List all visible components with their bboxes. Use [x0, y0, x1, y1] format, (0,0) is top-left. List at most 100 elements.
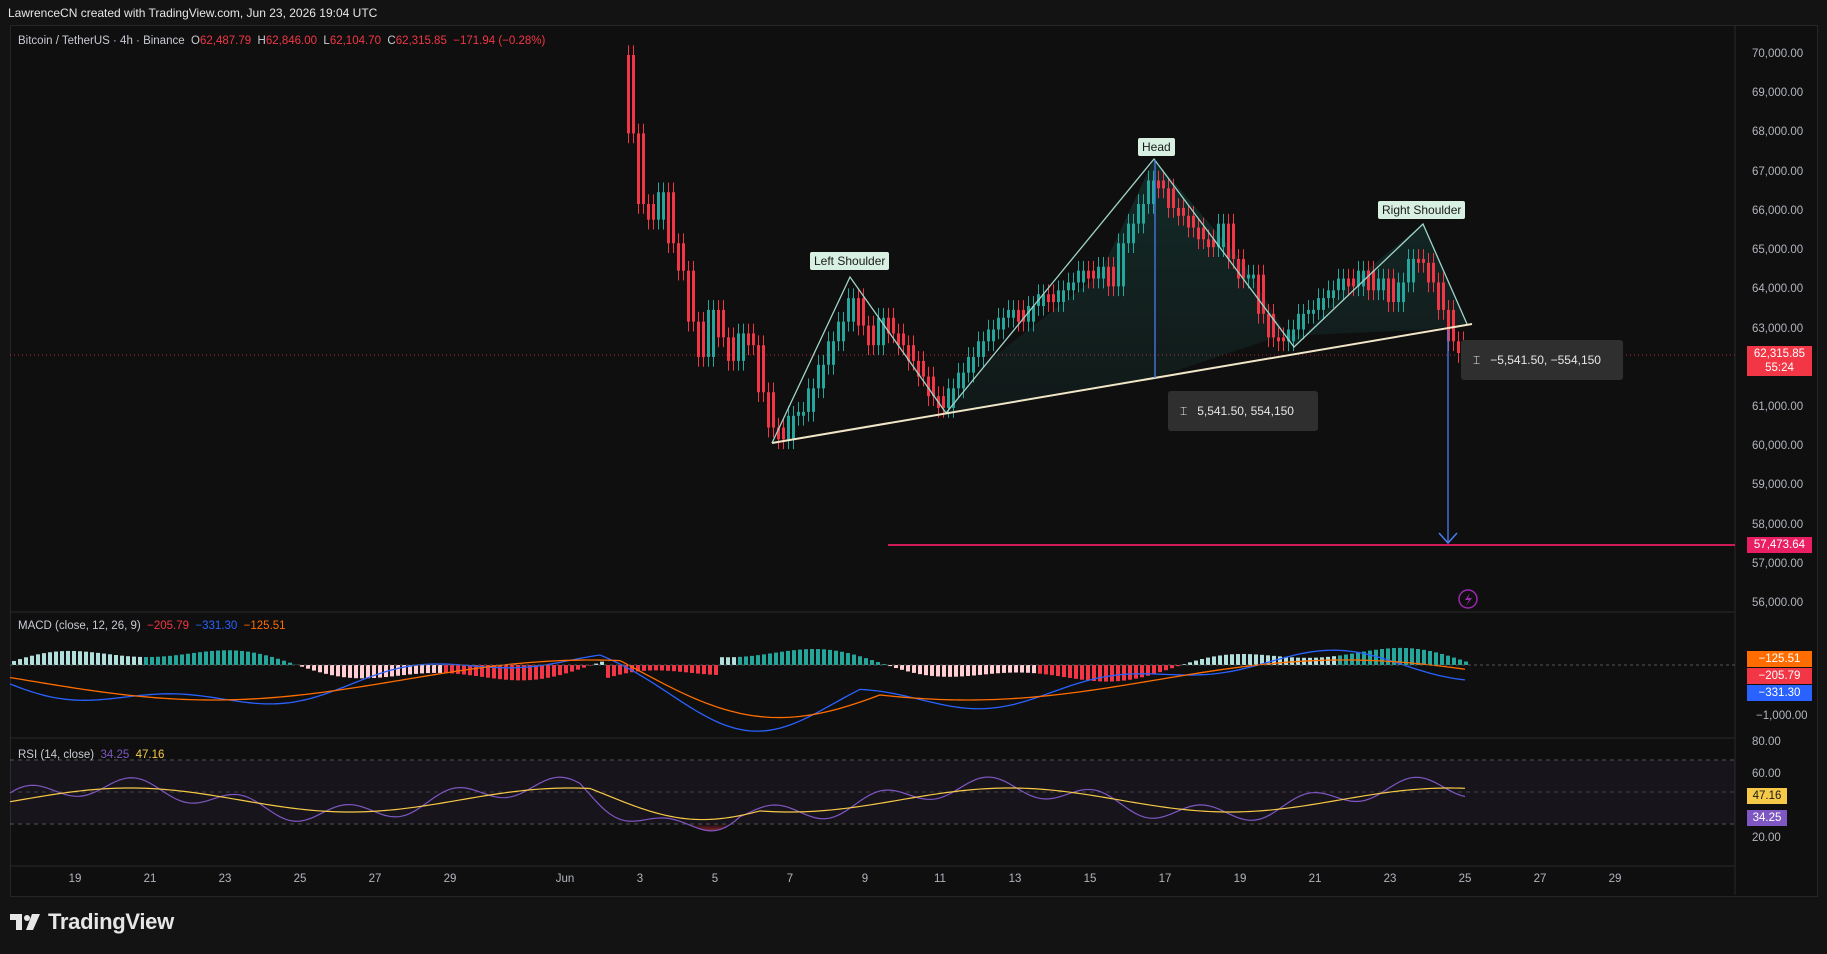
- candle-body: [1372, 270, 1375, 291]
- candle-body: [1447, 309, 1450, 342]
- measure-tooltip-down[interactable]: ⌶ −5,541.50, −554,150: [1461, 340, 1623, 380]
- candle-body: [1042, 294, 1045, 306]
- candle-body: [1427, 262, 1430, 283]
- macd-histogram-bar: [330, 665, 334, 676]
- measure-tooltip-up[interactable]: ⌶ 5,541.50, 554,150: [1168, 391, 1318, 431]
- macd-histogram-bar: [1440, 653, 1444, 665]
- macd-histogram-bar: [1434, 652, 1438, 665]
- head-label[interactable]: Head: [1138, 138, 1175, 156]
- macd-histogram-bar: [486, 665, 490, 678]
- candle-body: [747, 333, 750, 346]
- macd-histogram-bar: [882, 664, 886, 665]
- macd-histogram-bar: [174, 655, 178, 665]
- candle-body: [652, 204, 655, 220]
- time-axis-tick: 5: [711, 873, 719, 885]
- price-axis-tick: 63,000.00: [1752, 322, 1804, 335]
- macd-histogram-bar: [990, 665, 994, 674]
- change-value: −171.94 (−0.28%): [453, 35, 546, 47]
- price-axis-tick: 58,000.00: [1752, 518, 1804, 531]
- macd-histogram-bar: [1128, 665, 1132, 680]
- macd-histogram-bar: [216, 650, 220, 665]
- time-axis-tick: 27: [1533, 873, 1547, 885]
- macd-histogram-bar: [468, 665, 472, 676]
- candle-body: [1352, 278, 1355, 287]
- macd-histogram-bar: [396, 665, 400, 676]
- macd-histogram-bar: [984, 665, 988, 675]
- tradingview-logo-icon: [10, 914, 40, 930]
- macd-histogram-bar: [966, 665, 970, 676]
- rsi-ma-line: [9, 787, 1466, 821]
- macd-histogram-bar: [864, 658, 868, 665]
- macd-histogram-bar: [588, 665, 592, 666]
- macd-histogram-bar: [78, 651, 82, 665]
- brand-bar[interactable]: TradingView: [10, 904, 174, 940]
- macd-histogram-bar: [438, 665, 442, 673]
- candle-body: [982, 341, 985, 357]
- macd-histogram-bar: [48, 652, 52, 665]
- time-axis-tick: 23: [218, 873, 232, 885]
- macd-histogram-bar: [666, 665, 670, 671]
- candle-body: [977, 341, 980, 357]
- rsi-ma-badge: 47.16: [1747, 788, 1787, 804]
- candle-body: [1407, 258, 1410, 283]
- candle-body: [1432, 262, 1435, 283]
- macd-histogram-bar: [912, 665, 916, 673]
- lightning-icon[interactable]: [1458, 589, 1478, 609]
- open-label: O: [191, 35, 200, 47]
- candle-body: [1017, 309, 1020, 322]
- neckline[interactable]: [771, 323, 1473, 444]
- candle-body: [1157, 180, 1160, 189]
- candle-body: [892, 317, 895, 334]
- candle-body: [852, 298, 855, 322]
- time-axis-tick: 19: [68, 873, 82, 885]
- macd-histogram-bar: [198, 652, 202, 665]
- macd-histogram-bar: [498, 665, 502, 680]
- macd-histogram-bar: [1164, 665, 1168, 671]
- candle-body: [837, 321, 840, 342]
- candle-body: [762, 345, 765, 393]
- macd-histogram-bar: [180, 654, 184, 665]
- macd-histogram-bar: [936, 665, 940, 677]
- macd-histogram-bar: [816, 649, 820, 665]
- candle-body: [857, 298, 860, 326]
- candle-body: [1282, 337, 1285, 342]
- hs-pattern-outline[interactable]: [771, 157, 1468, 444]
- price-axis-tick: 61,000.00: [1752, 400, 1804, 413]
- candle-body: [707, 309, 710, 357]
- candle-body: [1132, 223, 1135, 244]
- time-axis-tick: 11: [934, 873, 946, 885]
- candle-body: [1397, 282, 1400, 303]
- candle-body: [1402, 282, 1405, 303]
- macd-signal-badge: −125.51: [1747, 651, 1812, 667]
- macd-histogram-bar: [492, 665, 496, 679]
- macd-legend[interactable]: MACD (close, 12, 26, 9) −205.79 −331.30 …: [18, 620, 286, 632]
- macd-histogram-bar: [726, 657, 730, 665]
- macd-histogram-bar: [1368, 650, 1372, 665]
- candle-body: [1442, 282, 1445, 310]
- macd-histogram-bar: [846, 653, 850, 665]
- macd-histogram-bar: [270, 656, 274, 665]
- macd-histogram-bar: [552, 665, 556, 677]
- rsi-label: RSI (14, close): [18, 749, 95, 761]
- macd-histogram-bar: [36, 654, 40, 665]
- macd-histogram-bar: [1146, 665, 1150, 676]
- brand-name: TradingView: [48, 909, 174, 934]
- macd-histogram-bar: [402, 665, 406, 676]
- macd-histogram-bar: [1278, 656, 1282, 665]
- macd-histogram-bar: [1068, 665, 1072, 678]
- macd-histogram-bar: [480, 665, 484, 677]
- macd-histogram-bar: [510, 665, 514, 681]
- candle-body: [962, 372, 965, 389]
- time-axis-tick: 13: [1008, 873, 1022, 885]
- chart-area[interactable]: [10, 25, 1818, 897]
- right-shoulder-label[interactable]: Right Shoulder: [1378, 201, 1466, 219]
- left-shoulder-label[interactable]: Left Shoulder: [810, 252, 890, 270]
- macd-histogram-bar: [1452, 657, 1456, 665]
- macd-histogram-bar: [1098, 665, 1102, 682]
- candle-body: [1032, 305, 1035, 322]
- rsi-legend[interactable]: RSI (14, close) 34.25 47.16: [18, 749, 164, 761]
- symbol-legend[interactable]: Bitcoin / TetherUS · 4h · Binance O62,48…: [18, 35, 545, 47]
- price-axis-tick: 65,000.00: [1752, 244, 1804, 257]
- candle-body: [877, 317, 880, 346]
